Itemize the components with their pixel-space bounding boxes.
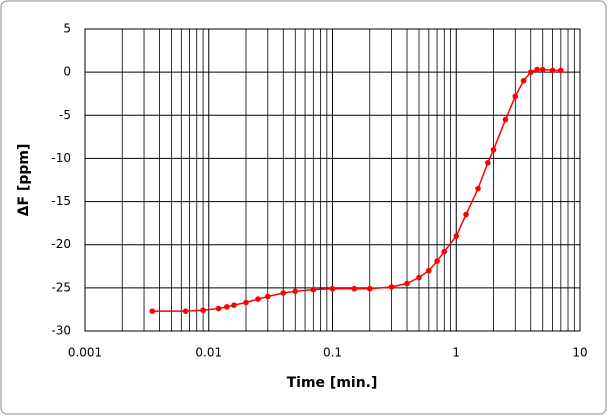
data-point: [255, 296, 261, 302]
data-point: [280, 290, 287, 296]
data-point: [549, 67, 556, 74]
data-point: [215, 305, 222, 312]
y-tick-label: -30: [51, 324, 71, 338]
data-point: [485, 159, 491, 166]
y-tick-label: 0: [63, 65, 71, 79]
x-tick-label: 1: [452, 346, 460, 360]
y-tick-label: -25: [51, 280, 71, 294]
data-point: [182, 308, 189, 314]
data-point: [224, 304, 230, 310]
data-point: [200, 307, 206, 314]
data-point: [434, 258, 440, 264]
x-tick-label: 0.001: [68, 346, 102, 360]
data-point: [329, 285, 336, 292]
data-point: [264, 293, 271, 300]
x-tick-label: 0.01: [195, 346, 222, 360]
data-point: [441, 248, 448, 255]
data-point: [351, 285, 358, 292]
data-point: [502, 116, 509, 123]
data-point: [534, 66, 540, 73]
y-tick-label: -10: [51, 151, 71, 165]
data-point: [512, 93, 519, 100]
data-point: [527, 69, 534, 75]
x-tick-label: 0.1: [323, 346, 342, 360]
data-point: [520, 77, 527, 84]
data-point: [292, 288, 299, 295]
x-tick-label: 10: [572, 346, 587, 360]
data-point: [425, 267, 432, 274]
y-tick-label: -20: [51, 237, 71, 251]
data-point: [404, 280, 410, 287]
y-tick-label: -5: [59, 108, 71, 122]
data-point: [366, 285, 373, 292]
data-point: [416, 274, 422, 281]
data-point: [463, 211, 469, 218]
data-point: [490, 147, 497, 153]
y-tick-label: 5: [63, 22, 71, 36]
data-point: [310, 286, 317, 293]
data-point: [149, 308, 156, 314]
data-point: [558, 67, 564, 74]
y-axis-title: ΔF [ppm]: [16, 144, 32, 217]
data-point: [453, 233, 460, 239]
data-point: [243, 299, 249, 306]
data-point: [388, 284, 395, 290]
data-point: [539, 66, 546, 73]
y-tick-label: -15: [51, 194, 71, 208]
data-line: [152, 68, 561, 312]
data-point: [231, 302, 237, 308]
data-point: [475, 185, 481, 192]
x-axis-title: Time [min.]: [287, 375, 378, 391]
